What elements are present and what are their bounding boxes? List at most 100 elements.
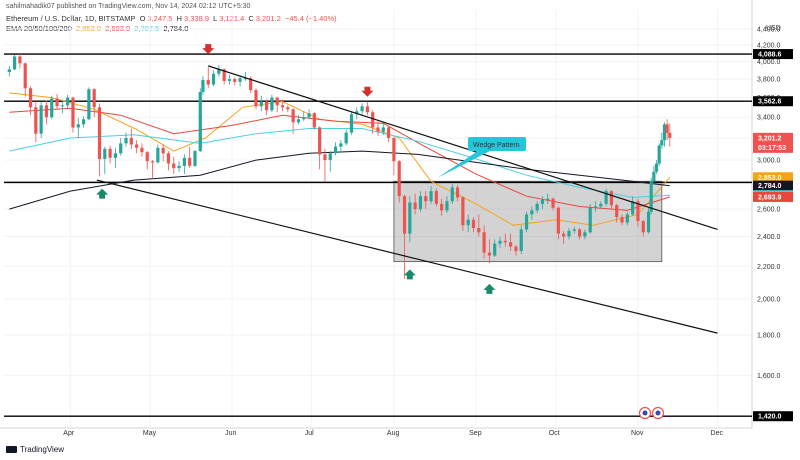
candle-body — [572, 229, 576, 231]
annotation-box — [468, 137, 526, 151]
candle — [92, 88, 96, 118]
candle — [280, 99, 285, 112]
candle — [509, 233, 513, 252]
candle-body — [599, 203, 603, 207]
candle — [365, 101, 369, 116]
candle — [360, 103, 364, 115]
up-arrow-icon — [96, 188, 109, 199]
candle-body — [243, 78, 247, 80]
candle — [344, 129, 348, 146]
open-value: 3,247.5 — [147, 14, 173, 23]
wedge-lower-trendline — [96, 179, 718, 334]
candle — [291, 108, 295, 134]
close-label: C — [248, 14, 254, 23]
candle — [535, 201, 539, 214]
candle-body — [66, 97, 70, 106]
candle — [161, 144, 165, 162]
candle-body — [524, 214, 529, 230]
candle-body — [71, 97, 75, 128]
candle — [371, 110, 375, 134]
ema100-line — [9, 128, 670, 198]
y-tick-label: 3,400.0 — [757, 115, 780, 122]
indicator-price-label: 2,693.9 — [758, 194, 781, 201]
candle-body — [636, 201, 640, 222]
candle-body — [535, 203, 539, 211]
candle-body — [13, 56, 17, 70]
candle — [188, 146, 192, 169]
candle-body — [328, 153, 332, 161]
candle — [641, 219, 645, 237]
ema200-line — [9, 150, 670, 210]
y-tick-label: 4,400.0 — [757, 26, 780, 33]
candle — [233, 77, 237, 86]
candle-body — [198, 91, 202, 152]
high-value: 3,338.9 — [183, 14, 209, 23]
candle — [296, 115, 301, 125]
close-value: 3,201.2 — [255, 14, 281, 23]
candle-body — [583, 232, 587, 237]
candle-body — [60, 105, 64, 107]
candle — [524, 211, 529, 233]
candle-body — [135, 144, 139, 148]
candle-body — [668, 132, 672, 138]
candle — [413, 193, 417, 215]
candle-body — [387, 127, 391, 138]
candle-body — [312, 113, 316, 128]
candle-body — [39, 105, 43, 134]
candle — [156, 144, 160, 164]
up-arrow-icon — [483, 283, 496, 294]
candle — [657, 143, 661, 166]
candle-body — [461, 197, 465, 226]
candle-body — [493, 243, 497, 256]
candle — [631, 196, 635, 216]
candle-body — [615, 205, 619, 218]
y-tick-label: 3,800.0 — [757, 77, 780, 84]
candle-body — [206, 80, 210, 85]
candle — [135, 140, 139, 154]
candle-body — [562, 233, 566, 237]
candle-body — [201, 80, 205, 92]
candle — [424, 191, 428, 210]
candle — [103, 146, 107, 175]
candle — [482, 225, 486, 259]
candle — [466, 214, 470, 233]
x-month-label: Sep — [469, 430, 482, 437]
candle — [583, 229, 587, 240]
candle-body — [211, 73, 216, 85]
candle — [593, 201, 598, 212]
candle-body — [238, 78, 242, 82]
candle-body — [307, 113, 311, 118]
candle — [217, 65, 221, 77]
candle — [620, 214, 624, 226]
candle-body — [161, 147, 165, 154]
candle — [172, 156, 176, 175]
candle — [150, 160, 155, 179]
candle-body — [119, 143, 123, 154]
candle-body — [291, 109, 295, 123]
open-label: O — [139, 14, 146, 23]
candle-body — [434, 191, 438, 204]
candle — [652, 165, 656, 184]
candle — [286, 105, 290, 113]
candle-body — [103, 148, 107, 159]
candle-body — [471, 219, 476, 229]
candle-body — [609, 191, 614, 206]
candle-body — [113, 153, 118, 158]
candle — [503, 233, 507, 247]
candle — [71, 96, 75, 133]
candle — [440, 198, 444, 216]
tradingview-logo-icon — [6, 446, 17, 453]
candle-body — [92, 89, 96, 108]
candle — [129, 128, 133, 149]
candle — [328, 151, 332, 172]
indicator-price-badge — [753, 132, 793, 153]
level-price-badge — [753, 49, 793, 60]
candle-body — [641, 221, 645, 233]
candle — [381, 123, 385, 135]
candle-body — [514, 246, 518, 252]
candle — [66, 94, 70, 109]
candle-body — [551, 198, 555, 208]
x-month-label: Aug — [387, 430, 400, 437]
